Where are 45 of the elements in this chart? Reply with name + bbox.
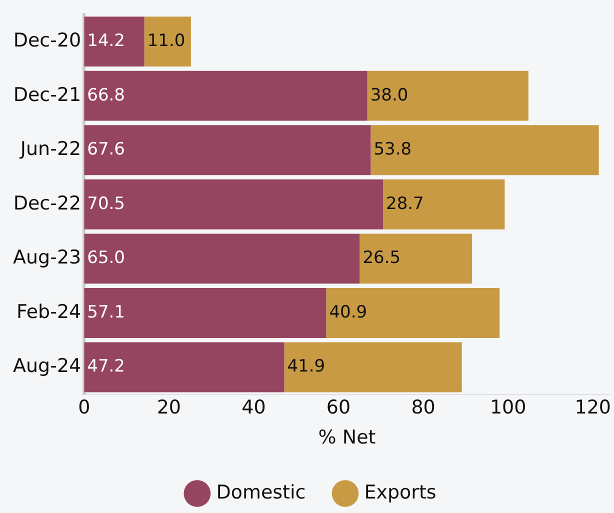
bar <box>360 234 472 284</box>
data-label: 47.2 <box>87 356 125 377</box>
bar <box>84 288 326 338</box>
x-tick-label: 20 <box>156 396 182 419</box>
data-label: 38.0 <box>370 85 408 106</box>
bar <box>370 125 599 176</box>
legend-label: Exports <box>364 481 436 504</box>
bar <box>84 179 384 230</box>
data-label: 57.1 <box>87 302 125 322</box>
bar <box>284 342 462 392</box>
bar <box>144 16 191 67</box>
data-label: 70.5 <box>87 194 125 214</box>
x-tick-label: 60 <box>326 396 351 419</box>
y-tick-label: Jun-22 <box>19 138 82 160</box>
data-label: 26.5 <box>362 248 401 268</box>
data-label: 67.6 <box>87 140 125 160</box>
data-label: 53.8 <box>374 140 412 160</box>
bar <box>84 342 284 392</box>
bar <box>84 125 371 176</box>
bar <box>383 179 505 230</box>
data-label: 66.8 <box>87 85 125 106</box>
y-tick-label: Aug-24 <box>12 355 82 378</box>
data-label: 14.2 <box>87 30 125 51</box>
y-tick-label: Feb-24 <box>16 300 82 323</box>
bar <box>84 234 360 284</box>
bar <box>367 70 528 121</box>
data-label: 40.9 <box>329 302 368 322</box>
bar <box>326 288 500 338</box>
data-label: 28.7 <box>386 194 424 214</box>
x-tick-label: 40 <box>242 396 266 419</box>
y-tick-label: Dec-21 <box>13 84 82 106</box>
x-tick-label: 0 <box>78 396 90 419</box>
y-tick-label: Aug-23 <box>12 246 82 269</box>
legend-label: Domestic <box>216 481 306 504</box>
bar <box>84 16 144 67</box>
x-axis-title: % Net <box>318 426 376 449</box>
x-tick-label: 80 <box>411 396 436 419</box>
data-label: 41.9 <box>287 356 326 377</box>
bar <box>84 70 368 121</box>
data-label: 65.0 <box>87 248 125 268</box>
y-tick-label: Dec-22 <box>13 192 82 214</box>
y-tick-label: Dec-20 <box>13 29 82 52</box>
x-tick-label: 120 <box>574 396 611 419</box>
data-label: 11.0 <box>147 30 186 51</box>
x-tick-label: 100 <box>490 396 526 419</box>
